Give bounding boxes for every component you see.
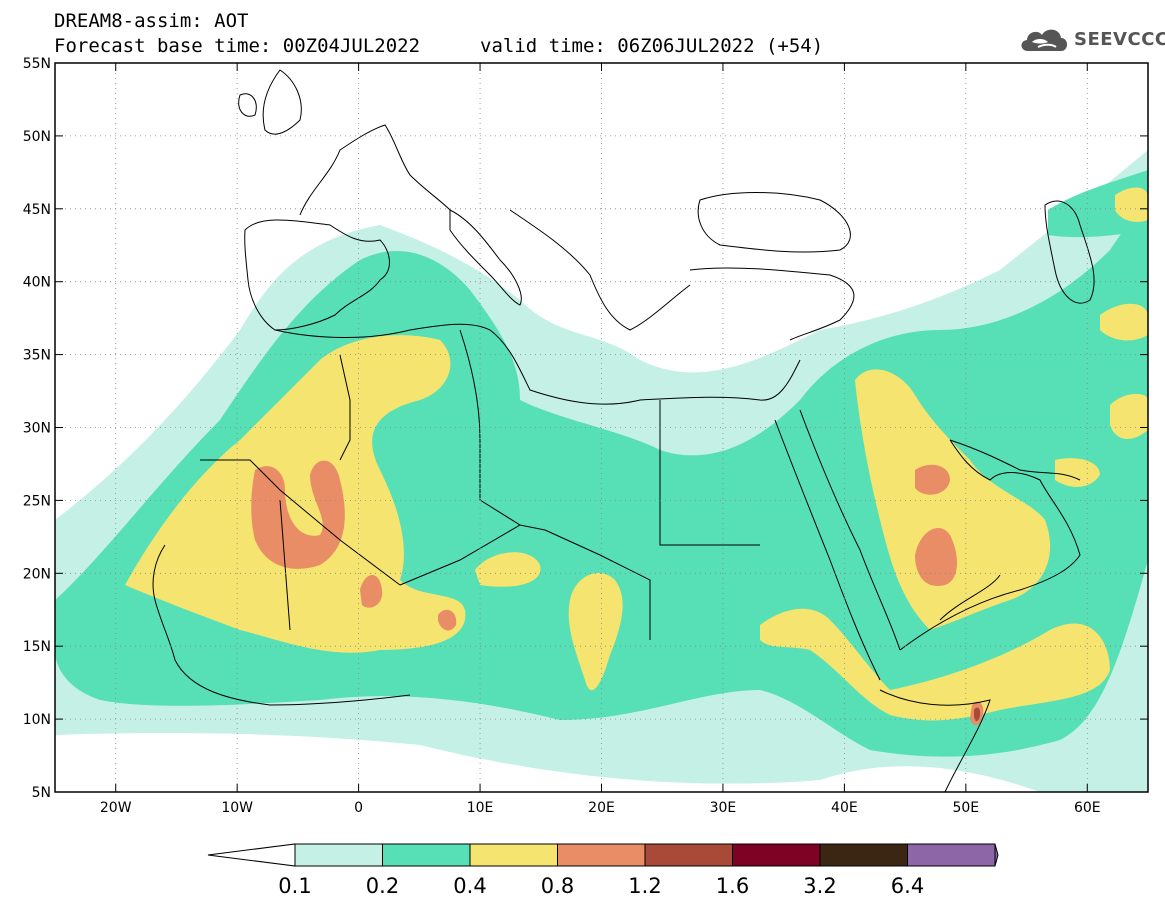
lon-tick-label: 30E [710, 800, 737, 816]
lon-tick-label: 10E [467, 800, 494, 816]
lat-tick-label: 15N [23, 639, 51, 655]
lat-tick-label: 10N [23, 712, 51, 728]
colorbar-label: 0.1 [278, 874, 311, 898]
colorbar-box [907, 843, 996, 867]
aot-band-1.2-1.6 [974, 707, 981, 722]
lon-tick-label: 0 [354, 800, 363, 816]
seevccc-logo: SEEVCCC [1018, 24, 1165, 54]
lat-tick-label: 50N [23, 129, 51, 145]
colorbar-lower-triangle [207, 843, 296, 867]
lat-tick-label: 25N [23, 493, 51, 509]
lon-tick-label: 60E [1074, 800, 1101, 816]
colorbar-upper-triangle [994, 843, 999, 867]
aot-band-0.8-1.2 [251, 460, 984, 726]
latitude-axis: 55N 50N 45N 40N 35N 30N 25N 20N 15N 10N 5N [23, 56, 1148, 801]
lat-tick-label: 30N [23, 421, 51, 437]
graticule [55, 63, 1148, 792]
colorbar-box [294, 843, 383, 867]
lat-tick-label: 20N [23, 566, 51, 582]
colorbar-label: 0.8 [541, 874, 574, 898]
colorbar-box [644, 843, 733, 867]
colorbar-label: 6.4 [891, 874, 924, 898]
lat-tick-label: 55N [23, 56, 51, 72]
valid-time: valid time: 06Z06JUL2022 (+54) [480, 35, 824, 57]
forecast-base-time: Forecast base time: 00Z04JUL2022 [54, 35, 421, 57]
colorbar: 0.1 0.2 0.4 0.8 1.2 1.6 3.2 6.4 [207, 843, 999, 898]
colorbar-label: 0.4 [453, 874, 486, 898]
colorbar-label: 1.6 [716, 874, 749, 898]
colorbar-box [382, 843, 471, 867]
lat-tick-label: 40N [23, 275, 51, 291]
colorbar-box [557, 843, 646, 867]
aot-field [55, 69, 1148, 792]
lat-tick-label: 45N [23, 202, 51, 218]
colorbar-box [469, 843, 558, 867]
coastlines [152, 69, 1095, 792]
lat-tick-label: 5N [32, 785, 51, 801]
logo-text: SEEVCCC [1074, 28, 1165, 50]
cloud-icon [1021, 29, 1067, 51]
colorbar-label: 1.2 [628, 874, 661, 898]
colorbar-label: 3.2 [803, 874, 836, 898]
lon-tick-label: 40E [831, 800, 858, 816]
colorbar-label: 0.2 [366, 874, 399, 898]
lon-tick-label: 10W [221, 800, 253, 816]
longitude-axis: 20W 10W 0 10E 20E 30E 40E 50E 60E [100, 63, 1101, 816]
colorbar-box [819, 843, 908, 867]
lon-tick-label: 20E [588, 800, 615, 816]
map-title: DREAM8-assim: AOT [54, 10, 249, 32]
lon-tick-label: 50E [952, 800, 979, 816]
lon-tick-label: 20W [100, 800, 132, 816]
lat-tick-label: 35N [23, 348, 51, 364]
colorbar-box [732, 843, 821, 867]
